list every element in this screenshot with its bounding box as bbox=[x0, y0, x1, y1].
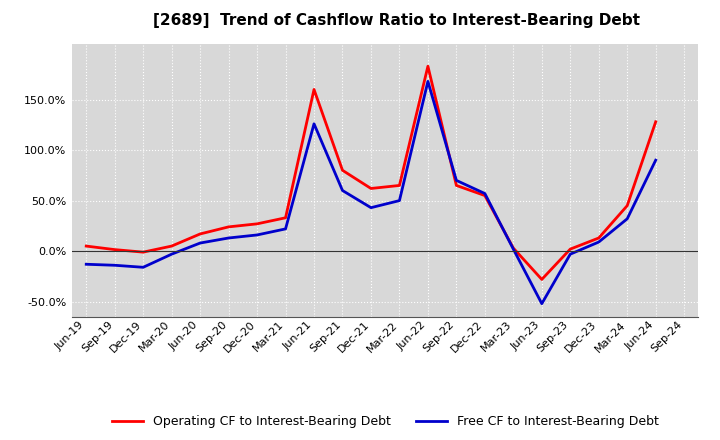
Free CF to Interest-Bearing Debt bbox=[139, 264, 148, 270]
Operating CF to Interest-Bearing Debt bbox=[566, 246, 575, 252]
Operating CF to Interest-Bearing Debt bbox=[423, 64, 432, 69]
Free CF to Interest-Bearing Debt bbox=[167, 252, 176, 257]
Free CF to Interest-Bearing Debt bbox=[595, 239, 603, 245]
Free CF to Interest-Bearing Debt bbox=[566, 252, 575, 257]
Operating CF to Interest-Bearing Debt bbox=[82, 243, 91, 249]
Operating CF to Interest-Bearing Debt bbox=[110, 247, 119, 252]
Free CF to Interest-Bearing Debt bbox=[366, 205, 375, 210]
Operating CF to Interest-Bearing Debt bbox=[225, 224, 233, 230]
Free CF to Interest-Bearing Debt bbox=[423, 79, 432, 84]
Operating CF to Interest-Bearing Debt bbox=[338, 168, 347, 173]
Free CF to Interest-Bearing Debt bbox=[110, 263, 119, 268]
Operating CF to Interest-Bearing Debt bbox=[595, 235, 603, 241]
Free CF to Interest-Bearing Debt bbox=[310, 121, 318, 126]
Free CF to Interest-Bearing Debt bbox=[225, 235, 233, 241]
Line: Free CF to Interest-Bearing Debt: Free CF to Interest-Bearing Debt bbox=[86, 81, 656, 304]
Free CF to Interest-Bearing Debt bbox=[253, 232, 261, 238]
Operating CF to Interest-Bearing Debt bbox=[480, 193, 489, 198]
Operating CF to Interest-Bearing Debt bbox=[139, 249, 148, 255]
Free CF to Interest-Bearing Debt bbox=[196, 240, 204, 246]
Operating CF to Interest-Bearing Debt bbox=[366, 186, 375, 191]
Operating CF to Interest-Bearing Debt bbox=[652, 119, 660, 125]
Free CF to Interest-Bearing Debt bbox=[509, 246, 518, 252]
Operating CF to Interest-Bearing Debt bbox=[167, 243, 176, 249]
Operating CF to Interest-Bearing Debt bbox=[253, 221, 261, 227]
Free CF to Interest-Bearing Debt bbox=[480, 191, 489, 196]
Operating CF to Interest-Bearing Debt bbox=[196, 231, 204, 237]
Operating CF to Interest-Bearing Debt bbox=[509, 246, 518, 251]
Free CF to Interest-Bearing Debt bbox=[338, 188, 347, 193]
Operating CF to Interest-Bearing Debt bbox=[282, 215, 290, 220]
Operating CF to Interest-Bearing Debt bbox=[310, 87, 318, 92]
Free CF to Interest-Bearing Debt bbox=[395, 198, 404, 203]
Free CF to Interest-Bearing Debt bbox=[537, 301, 546, 306]
Free CF to Interest-Bearing Debt bbox=[82, 262, 91, 267]
Free CF to Interest-Bearing Debt bbox=[282, 226, 290, 231]
Free CF to Interest-Bearing Debt bbox=[652, 158, 660, 163]
Free CF to Interest-Bearing Debt bbox=[623, 216, 631, 221]
Operating CF to Interest-Bearing Debt bbox=[395, 183, 404, 188]
Text: [2689]  Trend of Cashflow Ratio to Interest-Bearing Debt: [2689] Trend of Cashflow Ratio to Intere… bbox=[153, 13, 639, 28]
Legend: Operating CF to Interest-Bearing Debt, Free CF to Interest-Bearing Debt: Operating CF to Interest-Bearing Debt, F… bbox=[107, 411, 664, 433]
Operating CF to Interest-Bearing Debt bbox=[537, 277, 546, 282]
Operating CF to Interest-Bearing Debt bbox=[452, 183, 461, 188]
Operating CF to Interest-Bearing Debt bbox=[623, 203, 631, 208]
Free CF to Interest-Bearing Debt bbox=[452, 178, 461, 183]
Line: Operating CF to Interest-Bearing Debt: Operating CF to Interest-Bearing Debt bbox=[86, 66, 656, 279]
